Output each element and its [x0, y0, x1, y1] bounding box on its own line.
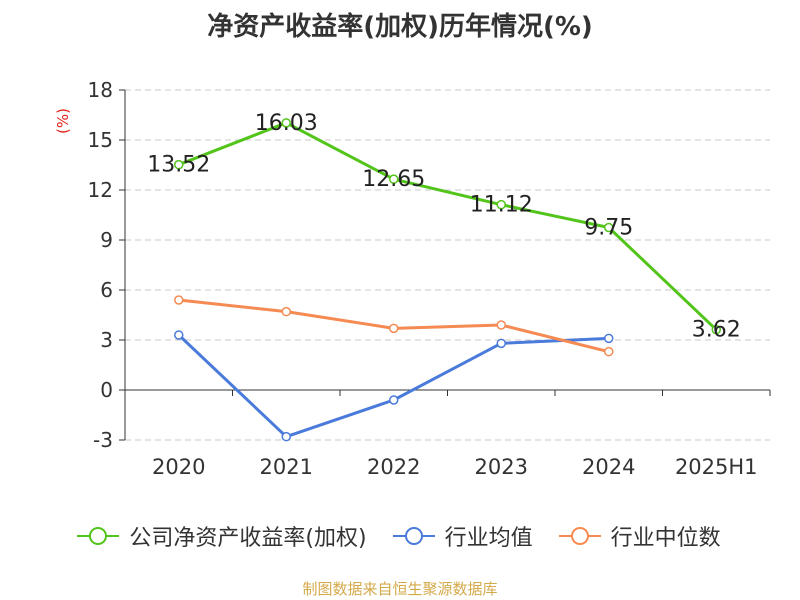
y-tick-label: 0 [100, 378, 113, 402]
series-line-1 [177, 333, 609, 439]
data-point[interactable] [281, 118, 291, 128]
y-tick-label: 3 [100, 328, 113, 352]
legend: 公司净资产收益率(加权) 行业均值 行业中位数 [0, 520, 800, 552]
data-point[interactable] [389, 395, 399, 405]
y-tick-label: 12 [88, 178, 113, 202]
legend-item-company[interactable]: 公司净资产收益率(加权) [75, 520, 367, 552]
legend-marker-orange [558, 527, 601, 545]
data-label: 13.52 [147, 153, 210, 178]
data-point[interactable] [281, 431, 291, 442]
legend-marker-green [77, 527, 120, 545]
legend-marker-blue [392, 527, 435, 545]
y-tick-label: 9 [100, 228, 113, 252]
x-tick-label: 2024 [582, 455, 635, 479]
data-point[interactable] [174, 330, 184, 340]
data-label: 12.65 [362, 167, 425, 192]
legend-label-industry-median: 行业中位数 [610, 526, 721, 551]
x-tick-label: 2020 [152, 455, 205, 479]
data-point[interactable] [281, 306, 291, 317]
data-point[interactable] [174, 159, 184, 170]
series-line-0 [178, 121, 718, 331]
x-tick-label: 2022 [367, 455, 420, 479]
data-point[interactable] [711, 324, 721, 335]
data-label: 9.75 [584, 216, 633, 241]
data-point[interactable] [604, 333, 614, 344]
data-point[interactable] [604, 346, 614, 357]
data-point[interactable] [496, 338, 506, 349]
data-point[interactable] [604, 222, 614, 233]
data-point[interactable] [496, 320, 506, 330]
legend-item-industry-mean[interactable]: 行业均值 [391, 520, 533, 552]
data-label: 16.03 [255, 111, 318, 136]
y-tick-label: -3 [93, 428, 113, 452]
data-point[interactable] [174, 295, 184, 305]
x-tick-label: 2021 [260, 455, 313, 479]
data-label: 11.12 [470, 193, 533, 218]
data-point[interactable] [389, 323, 399, 334]
x-tick-label: 2025H1 [675, 455, 758, 479]
chart-title: 净资产收益率(加权)历年情况(%) [207, 12, 593, 42]
y-tick-label: 15 [88, 128, 113, 152]
y-tick-label: 6 [100, 278, 113, 302]
legend-label-company: 公司净资产收益率(加权) [129, 526, 367, 551]
y-tick-label: 18 [88, 78, 113, 102]
data-point[interactable] [389, 174, 399, 184]
data-source: 制图数据来自恒生聚源数据库 [302, 580, 498, 598]
x-tick-label: 2023 [475, 455, 528, 479]
legend-item-industry-median[interactable]: 行业中位数 [557, 520, 721, 552]
data-label: 3.62 [692, 318, 741, 343]
data-point[interactable] [496, 199, 506, 210]
legend-label-industry-mean: 行业均值 [444, 526, 533, 551]
